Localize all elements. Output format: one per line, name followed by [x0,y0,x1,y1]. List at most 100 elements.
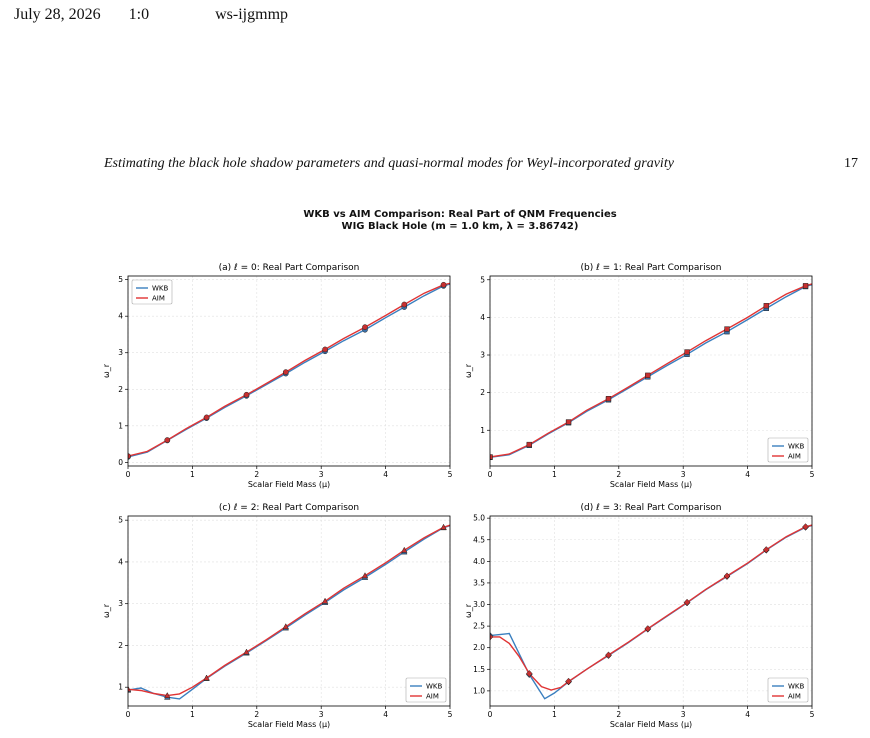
header-date: July 28, 2026 [14,6,101,23]
marker-point [724,326,730,332]
chart-title: (b) ℓ = 1: Real Part Comparison [581,263,722,273]
marker-point [763,303,769,309]
plot-area [490,523,812,700]
y-tick-label: 3 [480,351,485,360]
marker-point [128,685,132,692]
legend: WKB AIM [131,279,173,305]
y-tick-label: 5.0 [473,514,485,523]
legend-label-aim: AIM [788,453,801,461]
plot-frame [489,275,813,467]
marker-point [565,419,572,425]
chart-title: (a) ℓ = 0: Real Part Comparison [219,263,360,273]
y-axis-label: ω_r [464,363,473,378]
y-tick-label: 1 [118,683,123,692]
x-tick-label: 4 [745,470,750,479]
y-tick-label: 2 [480,388,485,397]
legend-label-aim: AIM [426,693,439,701]
plot-frame [127,275,451,467]
marker-point [243,648,250,655]
marker-point [490,633,494,641]
marker-point [282,369,289,375]
legend-label-wkb: WKB [426,683,443,691]
x-tick-label: 3 [681,710,686,719]
x-tick-label: 0 [488,710,493,719]
x-tick-label: 1 [190,710,195,719]
legend: WKB AIM [767,437,809,463]
figure-title-line-1: WKB vs AIM Comparison: Real Part of QNM … [303,209,617,220]
x-axis-label: Scalar Field Mass (μ) [248,480,330,489]
chart-panel-d: (d) ℓ = 3: Real Part Comparison 0 1 2 3 4 5 1.0… [464,503,815,729]
y-tick-label: 3.5 [473,578,485,587]
x-tick-label: 4 [745,710,750,719]
page-header: July 28, 2026 1:0 ws-ijgmmp [14,6,288,24]
x-tick-label: 4 [383,470,388,479]
marker-point [440,281,447,288]
marker-point [362,324,368,331]
marker-point [401,546,408,553]
y-axis-label: ω_r [102,603,111,618]
plot-area [128,281,450,460]
y-tick-label: 4.0 [473,557,485,566]
y-tick-label: 3 [118,599,123,608]
marker-point [164,437,171,443]
x-tick-label: 2 [616,710,621,719]
marker-point [401,301,408,308]
marker-point [526,441,532,448]
y-tick-label: 1 [118,421,123,430]
y-tick-label: 5 [118,516,123,525]
marker-point [645,372,651,378]
y-tick-label: 5 [118,275,123,284]
marker-point [243,391,250,398]
plot-area [128,523,450,700]
series-line-aim [128,524,450,697]
x-tick-label: 5 [448,710,453,719]
marker-point [605,651,612,659]
chart-title: (c) ℓ = 2: Real Part Comparison [219,503,359,513]
marker-point [683,598,691,606]
marker-point [525,670,533,678]
series-line-aim [490,524,812,691]
marker-point [282,623,289,630]
running-title: Estimating the black hole shadow paramet… [104,156,674,171]
x-tick-label: 2 [254,710,259,719]
marker-point [440,523,447,530]
marker-point [802,523,809,531]
y-tick-label: 3 [118,348,123,357]
figure-title-line-2: WIG Black Hole (m = 1.0 km, λ = 3.86742) [341,221,579,232]
x-axis-label: Scalar Field Mass (μ) [610,480,692,489]
plot-area [490,283,812,460]
x-tick-label: 1 [552,470,557,479]
y-tick-label: 1.0 [473,686,485,695]
x-tick-label: 3 [319,710,324,719]
series-line-aim [128,282,450,457]
plot-frame [127,515,451,707]
marker-point [361,572,369,579]
y-axis-label: ω_r [102,363,111,378]
marker-point [565,677,572,685]
y-tick-label: 2.0 [473,643,485,652]
y-tick-label: 3.0 [473,600,485,609]
y-tick-label: 4 [480,313,485,322]
y-tick-label: 1.5 [473,665,485,674]
x-tick-label: 3 [681,470,686,479]
y-axis-label: ω_r [464,603,473,618]
x-tick-label: 3 [319,470,324,479]
marker-point [203,414,210,421]
figure-title: WKB vs AIM Comparison: Real Part of QNM … [0,209,870,233]
marker-point [644,625,652,633]
page-number: 17 [844,156,858,171]
y-tick-label: 2.5 [473,622,485,631]
x-axis-label: Scalar Field Mass (μ) [610,720,692,729]
x-tick-label: 1 [552,710,557,719]
y-tick-label: 4 [118,312,123,321]
marker-point [762,546,770,554]
legend-label-wkb: WKB [788,443,805,451]
series-line-aim [490,283,812,458]
legend-label-aim: AIM [152,295,165,303]
marker-point [723,572,731,580]
x-tick-label: 4 [383,710,388,719]
y-tick-label: 0 [118,458,123,467]
marker-point [203,674,210,681]
marker-point [322,346,328,353]
legend-label-wkb: WKB [788,683,805,691]
